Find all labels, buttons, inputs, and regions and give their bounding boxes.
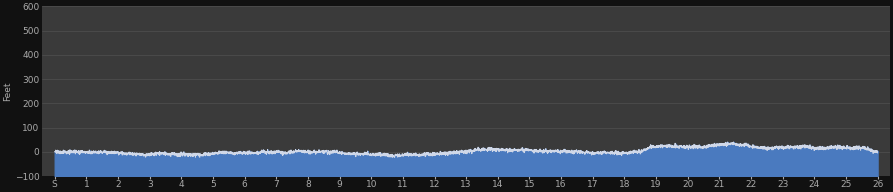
Y-axis label: Feet: Feet	[3, 81, 12, 101]
